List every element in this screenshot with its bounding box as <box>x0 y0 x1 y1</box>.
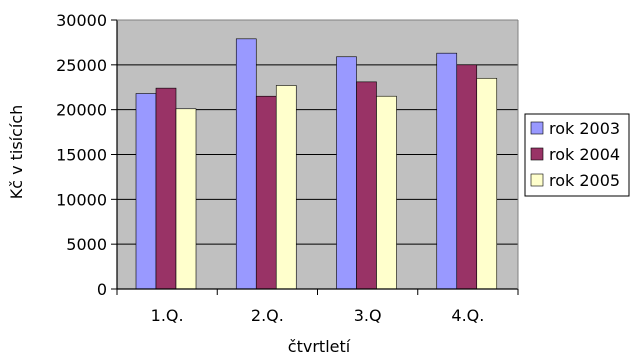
x-tick-label: 2.Q. <box>251 306 284 325</box>
legend-swatch <box>530 147 544 161</box>
x-tick-label: 4.Q. <box>451 306 484 325</box>
bar-rok-2005-2 <box>376 95 397 290</box>
y-tick-label: 15000 <box>56 146 107 165</box>
bar-rok-2005-0 <box>175 108 197 290</box>
legend-swatch <box>530 173 544 187</box>
bar-rok-2005-1 <box>275 85 297 290</box>
x-tick-labels: 1.Q. 2.Q. 3.Q 4.Q. <box>116 289 519 325</box>
bar-rok-2004-3 <box>456 64 478 290</box>
legend-label: rok 2004 <box>549 145 620 164</box>
bar-rok-2005-3 <box>476 77 498 290</box>
x-tick-label: 1.Q. <box>151 306 184 325</box>
y-axis-title: Kč v tisících <box>7 105 26 200</box>
x-tick-label: 3.Q <box>354 306 382 325</box>
y-tick-labels: 0 5000 10000 15000 20000 25000 30000 <box>56 11 117 299</box>
y-tick-label: 25000 <box>56 56 107 75</box>
bar-rok-2003-0 <box>135 93 157 290</box>
x-axis-title: čtvrtletí <box>288 337 351 356</box>
legend-swatch <box>530 121 544 135</box>
bars <box>135 38 498 290</box>
bar-rok-2004-1 <box>255 95 277 290</box>
y-tick-label: 0 <box>97 280 107 299</box>
legend: rok 2003 rok 2004 rok 2005 <box>524 113 630 197</box>
y-tick-label: 30000 <box>56 11 107 30</box>
y-tick-label: 10000 <box>56 190 107 209</box>
legend-label: rok 2003 <box>549 119 620 138</box>
bar-rok-2004-2 <box>356 81 377 290</box>
legend-label: rok 2005 <box>549 171 620 190</box>
bar-rok-2004-0 <box>155 87 177 290</box>
y-tick-label: 5000 <box>66 235 107 254</box>
bar-rok-2003-3 <box>436 52 458 290</box>
bar-rok-2003-2 <box>336 56 357 290</box>
bar-rok-2003-1 <box>235 38 257 290</box>
y-tick-label: 20000 <box>56 101 107 120</box>
